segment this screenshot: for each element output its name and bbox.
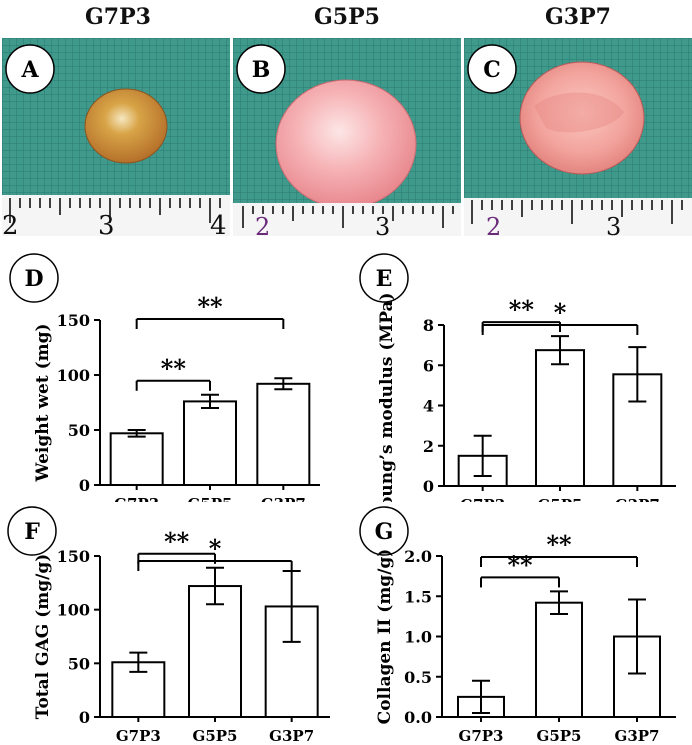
panel-label: D bbox=[24, 266, 43, 292]
photo-a: 2 3 4 A bbox=[2, 38, 230, 236]
y-tick-label: 1.0 bbox=[404, 628, 432, 647]
chart-collagen-ii: G 0.0 0.5 1.0 1.5 2.0 Collagen II (mg/g) G7P3 G5… bbox=[359, 506, 676, 745]
x-tick-label: G3P7 bbox=[269, 727, 314, 745]
y-tick-label: 1.5 bbox=[404, 587, 432, 606]
x-tick-label: G7P3 bbox=[460, 496, 505, 502]
photo-b: 2 3 B bbox=[233, 38, 461, 236]
bar bbox=[535, 349, 585, 487]
y-tick-label: 0 bbox=[423, 477, 434, 496]
tissue-sample-b bbox=[275, 79, 417, 209]
y-tick-label: 150 bbox=[57, 311, 90, 330]
panel-badge-a bbox=[5, 44, 55, 94]
ruler-label: 2 bbox=[255, 213, 270, 236]
panel-badge bbox=[359, 253, 409, 303]
ruler-label: 4 bbox=[210, 211, 227, 236]
bar bbox=[183, 400, 237, 486]
header-g5p5: G5P5 bbox=[314, 4, 380, 30]
x-tick-label: G5P5 bbox=[537, 727, 582, 745]
y-axis-title: Total GAG (mg/g) bbox=[33, 554, 53, 719]
header-g7p3: G7P3 bbox=[85, 4, 151, 30]
tissue-sample-a bbox=[84, 88, 168, 164]
y-tick-label: 2.0 bbox=[404, 547, 432, 566]
x-tick-label: G7P3 bbox=[114, 495, 159, 502]
significance-marker: ** bbox=[164, 527, 190, 556]
significance-marker: ** bbox=[507, 550, 533, 579]
significance-marker: * bbox=[554, 298, 567, 327]
ruler-label: 3 bbox=[375, 213, 390, 236]
bar bbox=[188, 585, 242, 719]
x-tick-label: G7P3 bbox=[116, 727, 161, 745]
significance-marker: ** bbox=[197, 292, 223, 321]
y-tick-label: 100 bbox=[57, 601, 90, 620]
x-tick-label: G3P7 bbox=[261, 495, 306, 502]
panel-label: E bbox=[376, 266, 393, 292]
panel-badge bbox=[9, 253, 59, 303]
y-tick-label: 0.5 bbox=[404, 668, 432, 687]
y-tick-label: 4 bbox=[423, 397, 434, 416]
panel-badge bbox=[7, 506, 57, 556]
ruler-label: 3 bbox=[606, 213, 621, 236]
y-tick-label: 0 bbox=[79, 476, 90, 495]
ruler-label: 3 bbox=[98, 211, 115, 236]
y-tick-label: 100 bbox=[57, 366, 90, 385]
significance-marker: ** bbox=[509, 295, 535, 324]
significance-marker: ** bbox=[161, 354, 187, 383]
x-tick-label: G5P5 bbox=[188, 495, 233, 502]
panel-label: F bbox=[24, 519, 40, 545]
panel-badge bbox=[359, 506, 409, 556]
y-tick-label: 0.0 bbox=[404, 708, 432, 727]
y-tick-label: 50 bbox=[68, 421, 90, 440]
y-tick-label: 0 bbox=[79, 708, 90, 727]
tissue-sample-c bbox=[519, 61, 645, 175]
x-tick-label: G3P7 bbox=[615, 496, 660, 502]
bar bbox=[535, 601, 583, 718]
y-tick-label: 2 bbox=[423, 437, 434, 456]
significance-marker: ** bbox=[546, 530, 572, 559]
panel-badge-b bbox=[236, 44, 286, 94]
panel-label-a: A bbox=[20, 57, 39, 83]
panel-label-c: C bbox=[483, 57, 501, 83]
panel-label-b: B bbox=[252, 57, 271, 83]
y-axis-title: Young’s modulus (MPa) bbox=[377, 292, 397, 502]
x-tick-label: G7P3 bbox=[459, 727, 504, 745]
bar bbox=[109, 432, 164, 487]
panel-label: G bbox=[375, 519, 394, 545]
x-tick-label: G3P7 bbox=[615, 727, 660, 745]
x-tick-label: G5P5 bbox=[193, 727, 238, 745]
ruler-label: 2 bbox=[2, 211, 19, 236]
y-axis-title: Collagen II (mg/g) bbox=[375, 549, 395, 725]
y-tick-label: 150 bbox=[57, 547, 90, 566]
y-tick-label: 6 bbox=[423, 356, 434, 375]
header-g3p7: G3P7 bbox=[545, 4, 611, 30]
y-tick-label: 50 bbox=[68, 654, 90, 673]
significance-marker: * bbox=[209, 534, 222, 563]
chart-youngs-modulus: E 0 2 4 6 8 Young’s modulus (MPa) G7P3 G5P5 G3P7 *… bbox=[359, 253, 676, 502]
y-tick-label: 8 bbox=[423, 316, 434, 335]
photo-c: 2 3 C bbox=[464, 38, 692, 236]
ruler-label: 2 bbox=[486, 213, 501, 236]
x-tick-label: G5P5 bbox=[538, 496, 583, 502]
y-axis-title: Weight wet (mg) bbox=[33, 323, 53, 482]
bar bbox=[256, 382, 311, 486]
panel-badge-c bbox=[467, 44, 517, 94]
